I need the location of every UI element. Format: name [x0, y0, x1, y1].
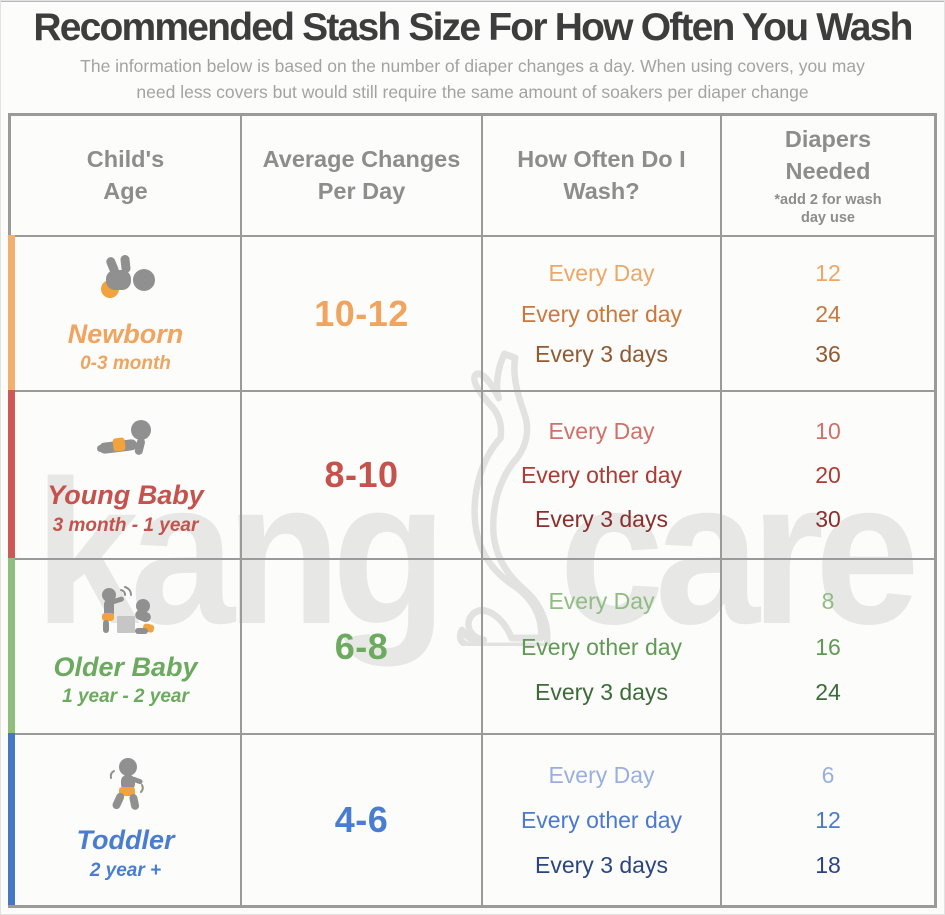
toddler-accent-stripe: [8, 733, 15, 905]
age-group-range: 1 year - 2 year: [62, 686, 189, 708]
table-cell-toddler-changes: 4-6: [240, 733, 481, 905]
table-row-newborn-age: Newborn 0-3 month: [11, 235, 240, 390]
age-group-name: Young Baby: [47, 480, 204, 511]
table-cell-young-baby-frequencies: Every Day Every other day Every 3 days: [481, 390, 720, 558]
header-wash-label: How Often Do I Wash?: [517, 145, 686, 204]
diapers-needed-value: 12: [815, 259, 841, 286]
wash-frequency-label: Every Day: [548, 587, 655, 614]
header-cell-wash: How Often Do I Wash?: [481, 116, 720, 235]
age-group-name: Toddler: [76, 825, 175, 856]
newborn-accent-stripe: [8, 235, 15, 390]
playing-babies-icon: [101, 585, 154, 634]
header-age-label: Child's Age: [86, 145, 165, 204]
wash-frequency-label: Every other day: [520, 633, 683, 660]
header-cell-age: Child's Age: [11, 116, 240, 235]
diapers-needed-value: 36: [815, 341, 841, 368]
wash-frequency-label: Every Day: [548, 762, 655, 788]
table-cell-older-baby-diapers: 8 16 24: [720, 558, 934, 733]
table-cell-young-baby-changes: 8-10: [240, 390, 481, 558]
table-cell-older-baby-frequencies: Every Day Every other day Every 3 days: [481, 558, 720, 733]
table-cell-newborn-frequencies: Every Day Every other day Every 3 days: [481, 235, 720, 390]
wash-frequency-label: Every 3 days: [535, 679, 668, 706]
table-cell-newborn-diapers: 12 24 36: [720, 235, 934, 390]
wash-frequency-label: Every other day: [520, 807, 683, 833]
table-cell-toddler-diapers: 6 12 18: [720, 733, 934, 905]
diapers-needed-value: 12: [815, 807, 841, 833]
age-group-range: 2 year +: [89, 859, 162, 881]
header-diapers-needed-note: *add 2 for wash day use: [774, 191, 882, 226]
crawling-baby-icon: [96, 420, 151, 456]
table-row-young-baby-age: Young Baby 3 month - 1 year: [11, 390, 240, 558]
page-title: Recommended Stash Size For How Often You…: [33, 6, 913, 49]
age-group-range: 3 month - 1 year: [52, 514, 199, 536]
header-changes-label: Average Changes Per Day: [262, 145, 461, 204]
diapers-needed-value: 10: [815, 418, 841, 444]
wash-frequency-label: Every 3 days: [535, 341, 668, 368]
header-cell-diapers-needed: Diapers Needed *add 2 for wash day use: [720, 116, 934, 235]
table-cell-toddler-frequencies: Every Day Every other day Every 3 days: [481, 733, 720, 905]
header-diapers-needed-label: Diapers Needed: [784, 126, 872, 184]
stash-table: Child's Age Average Changes Per Day How …: [8, 113, 937, 908]
wash-frequency-label: Every other day: [520, 300, 683, 327]
wash-frequency-label: Every other day: [520, 462, 683, 488]
newborn-lying-baby-icon: [100, 254, 155, 298]
diapers-needed-value: 8: [821, 587, 835, 614]
diapers-needed-value: 24: [815, 679, 841, 706]
diapers-needed-value: 20: [815, 462, 841, 488]
page-subtitle: The information below is based on the nu…: [80, 56, 865, 103]
changes-per-day-value: 8-10: [324, 454, 399, 495]
diapers-needed-value: 16: [815, 633, 841, 660]
changes-per-day-value: 10-12: [314, 292, 409, 334]
walking-toddler-icon: [109, 758, 144, 811]
older-baby-accent-stripe: [8, 558, 15, 733]
age-group-name: Older Baby: [53, 651, 198, 682]
table-cell-older-baby-changes: 6-8: [240, 558, 481, 733]
age-group-name: Newborn: [67, 318, 184, 349]
diapers-needed-value: 24: [815, 300, 841, 327]
diapers-needed-value: 30: [815, 506, 841, 532]
wash-frequency-label: Every 3 days: [535, 506, 668, 532]
changes-per-day-value: 6-8: [334, 625, 389, 667]
wash-frequency-label: Every Day: [548, 418, 655, 444]
diapers-needed-value: 18: [815, 852, 841, 878]
wash-frequency-label: Every 3 days: [535, 852, 668, 878]
young-baby-accent-stripe: [8, 390, 15, 558]
table-row-toddler-age: Toddler 2 year +: [11, 733, 240, 905]
table-cell-newborn-changes: 10-12: [240, 235, 481, 390]
diapers-needed-value: 6: [821, 762, 835, 788]
table-row-older-baby-age: Older Baby 1 year - 2 year: [11, 558, 240, 733]
age-group-range: 0-3 month: [80, 353, 171, 375]
header-cell-changes: Average Changes Per Day: [240, 116, 481, 235]
table-cell-young-baby-diapers: 10 20 30: [720, 390, 934, 558]
changes-per-day-value: 4-6: [334, 799, 389, 840]
wash-frequency-label: Every Day: [548, 259, 655, 286]
